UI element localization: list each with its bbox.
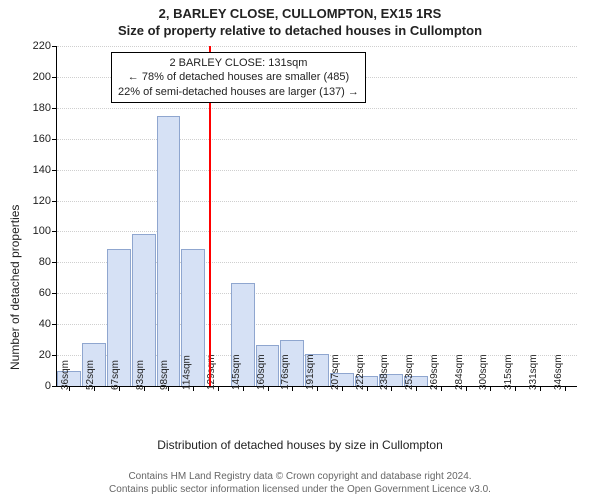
y-tick-label: 160 [11,133,57,145]
x-tick-label: 160sqm [250,354,267,390]
info-box-line: 22% of semi-detached houses are larger (… [118,85,359,99]
x-tick-label: 331sqm [522,354,539,390]
y-tick-label: 180 [11,102,57,114]
y-tick-label: 200 [11,71,57,83]
x-tick-mark [317,386,318,391]
x-tick-mark [292,386,293,391]
x-tick-label: 346sqm [547,354,564,390]
x-tick-mark [391,386,392,391]
bar-slot: 331sqm [528,46,553,386]
x-tick-mark [565,386,566,391]
info-box: 2 BARLEY CLOSE: 131sqm← 78% of detached … [111,52,366,103]
x-tick-label: 83sqm [129,360,146,390]
x-tick-label: 207sqm [324,354,341,390]
x-tick-mark [490,386,491,391]
x-tick-label: 300sqm [473,354,490,390]
bar-slot: 253sqm [404,46,429,386]
y-tick-label: 120 [11,195,57,207]
histogram-bar [157,116,181,386]
x-tick-mark [342,386,343,391]
x-tick-mark [416,386,417,391]
x-tick-label: 52sqm [79,360,96,390]
bar-slot: 346sqm [552,46,577,386]
x-tick-label: 114sqm [176,355,193,390]
y-tick-label: 140 [11,164,57,176]
x-tick-label: 253sqm [398,354,415,390]
x-tick-mark [218,386,219,391]
bar-slot: 52sqm [82,46,107,386]
x-tick-label: 315sqm [497,354,514,390]
bar-slot: 238sqm [379,46,404,386]
bar-slot: 315sqm [503,46,528,386]
footer-line-1: Contains HM Land Registry data © Crown c… [0,471,600,484]
info-box-line: 2 BARLEY CLOSE: 131sqm [118,56,359,70]
bar-slot: 36sqm [57,46,82,386]
x-tick-mark [515,386,516,391]
x-tick-label: 176sqm [274,354,291,390]
x-tick-mark [193,386,194,391]
x-tick-mark [441,386,442,391]
x-tick-label: 98sqm [153,360,170,390]
x-tick-mark [540,386,541,391]
bar-slot: 284sqm [453,46,478,386]
x-tick-label: 269sqm [423,354,440,390]
y-tick-label: 40 [11,318,57,330]
x-tick-label: 67sqm [104,360,121,390]
x-tick-mark [243,386,244,391]
y-tick-label: 220 [11,40,57,52]
y-tick-label: 60 [11,287,57,299]
x-tick-label: 284sqm [448,354,465,390]
histogram-plot: 02040608010012014016018020022036sqm52sqm… [56,46,577,387]
x-tick-label: 222sqm [349,354,366,390]
y-tick-label: 0 [11,380,57,392]
page-subtitle: Size of property relative to detached ho… [0,21,600,42]
bar-slot: 269sqm [428,46,453,386]
x-tick-label: 36sqm [54,360,71,390]
x-tick-mark [466,386,467,391]
y-tick-label: 80 [11,256,57,268]
footer-line-2: Contains public sector information licen… [0,484,600,497]
page-title: 2, BARLEY CLOSE, CULLOMPTON, EX15 1RS [0,0,600,21]
x-axis-label: Distribution of detached houses by size … [0,438,600,452]
bar-slot: 300sqm [478,46,503,386]
x-tick-label: 238sqm [374,354,391,390]
info-box-line: ← 78% of detached houses are smaller (48… [118,70,359,84]
y-tick-label: 100 [11,225,57,237]
x-tick-label: 145sqm [225,354,242,390]
x-tick-label: 191sqm [299,354,316,390]
x-tick-mark [367,386,368,391]
y-tick-label: 20 [11,349,57,361]
attribution-footer: Contains HM Land Registry data © Crown c… [0,471,600,496]
x-tick-mark [268,386,269,391]
